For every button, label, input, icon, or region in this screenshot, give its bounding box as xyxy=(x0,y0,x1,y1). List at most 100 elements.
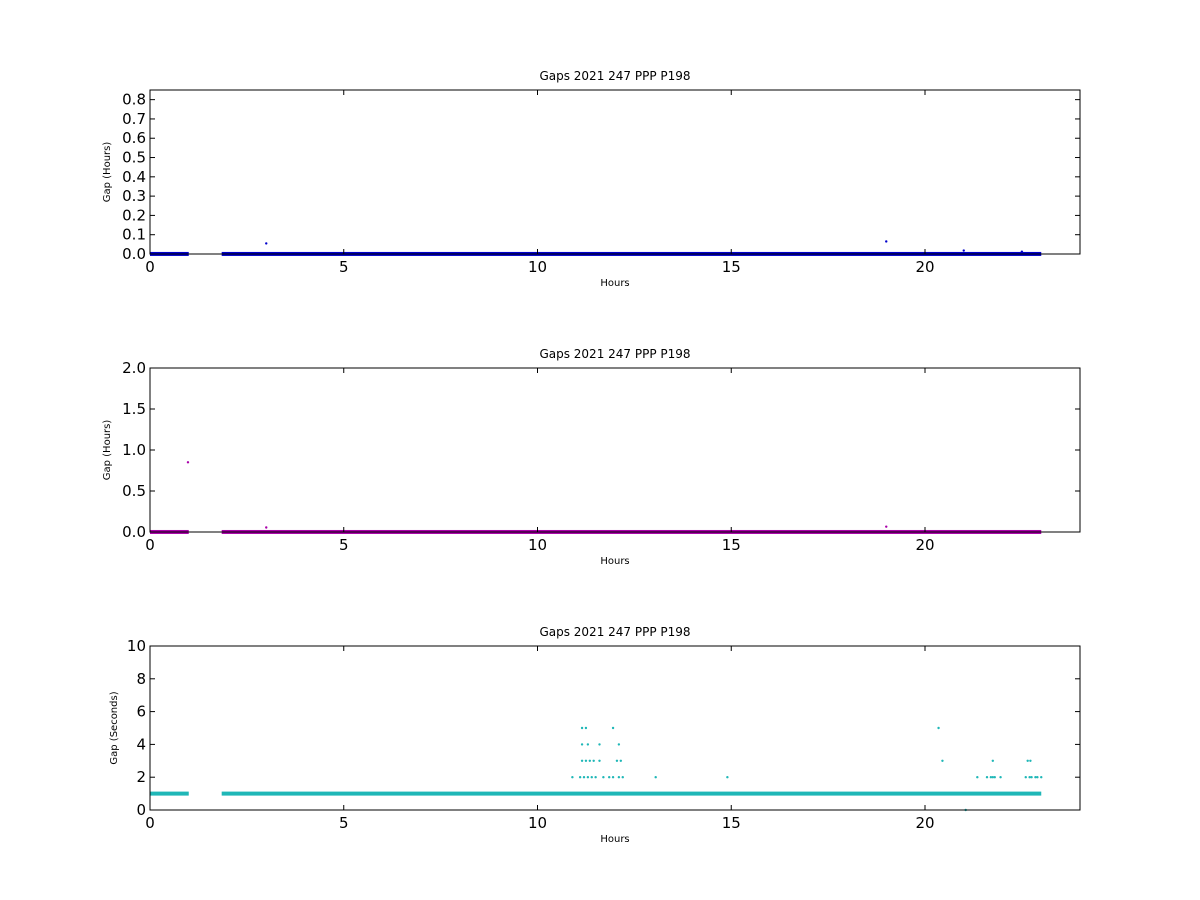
y-tick-label: 0.8 xyxy=(122,91,146,109)
x-tick-label: 10 xyxy=(528,536,547,554)
data-point xyxy=(578,776,582,779)
data-point xyxy=(726,776,729,779)
data-point xyxy=(654,776,657,779)
x-tick-label: 15 xyxy=(722,814,741,832)
x-tick-label: 0 xyxy=(145,536,155,554)
baseline-segment-0 xyxy=(150,791,189,796)
data-point xyxy=(617,743,621,746)
data-point xyxy=(594,776,597,779)
data-point xyxy=(598,759,601,762)
data-point xyxy=(615,759,619,762)
data-point xyxy=(265,242,268,245)
data-point xyxy=(611,776,615,779)
x-tick-label: 20 xyxy=(915,814,934,832)
chart-title: Gaps 2021 247 PPP P198 xyxy=(539,347,690,361)
data-point xyxy=(584,726,588,730)
data-point xyxy=(1030,776,1033,779)
gap-hours-chart-top: Gaps 2021 247 PPP P198 Hours Gap (Hours)… xyxy=(102,69,1081,289)
data-point xyxy=(976,776,979,779)
x-tick-label: 5 xyxy=(339,258,349,276)
x-axis-label: Hours xyxy=(600,834,629,845)
y-tick-label: 2 xyxy=(136,768,146,786)
x-tick-label: 15 xyxy=(722,536,741,554)
y-tick-label: 8 xyxy=(136,670,146,688)
data-point xyxy=(991,759,995,762)
y-tick-label: 0.2 xyxy=(122,206,146,224)
axis-ticks: 0 5 10 15 20 0.00.1 0.20.30.40.5 0.60.70.8 xyxy=(122,90,1080,276)
y-tick-label: 10 xyxy=(127,637,146,655)
data-point xyxy=(582,776,586,779)
plot-marks xyxy=(150,726,1043,812)
data-point xyxy=(598,743,601,746)
data-point xyxy=(1040,776,1043,779)
gap-hours-chart-middle: Gaps 2021 247 PPP P198 Hours Gap (Hours)… xyxy=(102,347,1081,567)
x-tick-label: 20 xyxy=(915,536,934,554)
data-point xyxy=(580,743,584,746)
data-point xyxy=(586,776,590,779)
data-point xyxy=(1026,759,1029,762)
x-tick-label: 5 xyxy=(339,536,349,554)
y-tick-label: 0.7 xyxy=(122,110,146,128)
data-point xyxy=(580,759,584,762)
x-axis-label: Hours xyxy=(600,278,629,289)
y-axis-label: Gap (Hours) xyxy=(102,142,113,203)
y-tick-label: 2.0 xyxy=(122,359,146,377)
gap-seconds-chart-bottom: Gaps 2021 247 PPP P198 Hours Gap (Second… xyxy=(109,625,1081,845)
y-tick-label: 0.5 xyxy=(122,149,146,167)
x-tick-label: 15 xyxy=(722,258,741,276)
y-axis-label: Gap (Seconds) xyxy=(109,691,120,764)
data-point xyxy=(590,776,593,779)
data-point xyxy=(584,759,588,762)
y-tick-label: 0.0 xyxy=(122,523,146,541)
x-tick-label: 10 xyxy=(528,258,547,276)
data-point xyxy=(941,759,944,762)
data-point xyxy=(602,776,605,779)
axis-ticks: 0 5 10 15 20 0.0 0.5 1.0 1.5 2.0 xyxy=(122,359,1080,554)
chart-title: Gaps 2021 247 PPP P198 xyxy=(539,625,690,639)
data-point xyxy=(885,525,888,528)
data-point xyxy=(571,776,574,779)
data-point xyxy=(1020,250,1024,253)
data-point xyxy=(1029,759,1032,762)
y-tick-label: 0.3 xyxy=(122,187,146,205)
x-tick-label: 0 xyxy=(145,814,155,832)
data-point xyxy=(617,776,621,779)
chart-title: Gaps 2021 247 PPP P198 xyxy=(539,69,690,83)
data-point xyxy=(588,759,592,762)
data-point xyxy=(991,776,995,779)
plot-frame xyxy=(149,367,1081,533)
y-tick-label: 0.6 xyxy=(122,129,146,147)
data-point xyxy=(937,726,940,730)
baseline-segment-1 xyxy=(221,791,1042,796)
data-point xyxy=(607,776,611,779)
data-point xyxy=(1036,776,1039,779)
data-point xyxy=(962,249,965,252)
data-point xyxy=(1028,776,1031,779)
data-point xyxy=(265,526,268,529)
data-point xyxy=(611,726,615,730)
data-point xyxy=(999,776,1002,779)
y-tick-label: 0.0 xyxy=(122,245,146,263)
y-tick-label: 0 xyxy=(136,801,146,819)
y-tick-label: 0.5 xyxy=(122,482,146,500)
y-axis-label: Gap (Hours) xyxy=(102,420,113,481)
data-point xyxy=(592,759,595,762)
y-tick-label: 0.4 xyxy=(122,168,146,186)
data-point xyxy=(985,776,989,779)
y-tick-label: 4 xyxy=(136,735,146,753)
plot-frame xyxy=(149,89,1081,255)
data-point xyxy=(1024,776,1027,779)
plot-frame xyxy=(149,645,1081,811)
x-tick-label: 20 xyxy=(915,258,934,276)
data-point xyxy=(993,776,996,779)
y-tick-label: 1.5 xyxy=(122,400,146,418)
x-axis-label: Hours xyxy=(600,556,629,567)
data-point xyxy=(186,461,190,464)
y-tick-label: 1.0 xyxy=(122,441,146,459)
data-point xyxy=(586,743,590,746)
data-point xyxy=(580,726,584,730)
data-point xyxy=(885,240,888,243)
data-point xyxy=(1034,776,1037,779)
